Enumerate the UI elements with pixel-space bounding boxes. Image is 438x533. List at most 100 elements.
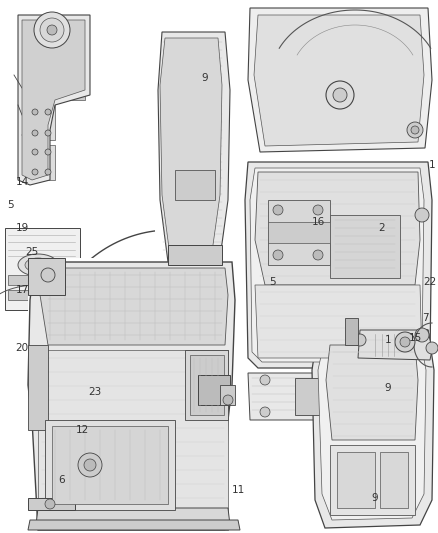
Circle shape	[333, 88, 347, 102]
Circle shape	[313, 205, 323, 215]
Circle shape	[345, 375, 355, 385]
Circle shape	[415, 328, 429, 342]
Polygon shape	[254, 15, 424, 146]
Polygon shape	[242, 158, 436, 368]
Polygon shape	[245, 162, 432, 368]
Polygon shape	[18, 15, 90, 185]
Text: 1: 1	[429, 160, 435, 170]
Circle shape	[426, 342, 438, 354]
Text: 9: 9	[385, 383, 391, 393]
Polygon shape	[337, 452, 375, 508]
Polygon shape	[36, 508, 230, 525]
Polygon shape	[175, 170, 215, 200]
Text: 23: 23	[88, 387, 102, 397]
Polygon shape	[28, 262, 235, 530]
Polygon shape	[28, 520, 240, 530]
Polygon shape	[28, 105, 55, 140]
Text: 9: 9	[372, 493, 378, 503]
Circle shape	[78, 453, 102, 477]
Polygon shape	[38, 350, 228, 530]
Text: 9: 9	[201, 73, 208, 83]
Polygon shape	[45, 420, 175, 510]
Polygon shape	[190, 355, 224, 415]
Circle shape	[45, 149, 51, 155]
Polygon shape	[250, 168, 424, 362]
Text: 16: 16	[311, 217, 325, 227]
Text: 17: 17	[15, 285, 28, 295]
Polygon shape	[380, 452, 408, 508]
Polygon shape	[255, 285, 422, 358]
Polygon shape	[255, 172, 420, 285]
Polygon shape	[318, 338, 426, 520]
Circle shape	[400, 337, 410, 347]
Text: 20: 20	[15, 343, 28, 353]
Polygon shape	[326, 345, 418, 440]
Polygon shape	[28, 258, 65, 295]
Circle shape	[41, 268, 55, 282]
Polygon shape	[5, 228, 80, 310]
Polygon shape	[295, 378, 330, 415]
Text: 2: 2	[379, 223, 385, 233]
Polygon shape	[345, 318, 358, 345]
Polygon shape	[312, 330, 434, 528]
Circle shape	[273, 250, 283, 260]
Circle shape	[34, 12, 70, 48]
Ellipse shape	[18, 254, 58, 276]
Polygon shape	[330, 445, 415, 515]
Circle shape	[273, 205, 283, 215]
Circle shape	[47, 25, 57, 35]
Polygon shape	[22, 20, 85, 180]
Polygon shape	[242, 2, 436, 155]
Polygon shape	[40, 268, 228, 345]
Text: 14: 14	[15, 177, 28, 187]
Polygon shape	[198, 375, 230, 405]
Circle shape	[45, 109, 51, 115]
Polygon shape	[358, 330, 432, 360]
Polygon shape	[155, 28, 235, 268]
Circle shape	[345, 407, 355, 417]
Polygon shape	[22, 90, 50, 100]
Polygon shape	[28, 345, 48, 430]
Circle shape	[185, 250, 195, 260]
Polygon shape	[242, 368, 390, 425]
Polygon shape	[180, 248, 200, 254]
Circle shape	[40, 18, 64, 42]
Circle shape	[313, 250, 323, 260]
Polygon shape	[8, 275, 30, 285]
Circle shape	[411, 126, 419, 134]
Polygon shape	[2, 220, 120, 315]
Polygon shape	[330, 215, 400, 278]
Circle shape	[260, 407, 270, 417]
Circle shape	[354, 334, 366, 346]
Polygon shape	[248, 373, 382, 420]
Ellipse shape	[25, 258, 51, 272]
Circle shape	[415, 208, 429, 222]
Circle shape	[326, 81, 354, 109]
Polygon shape	[28, 258, 238, 530]
Polygon shape	[185, 350, 228, 420]
Text: 7: 7	[422, 313, 428, 323]
Circle shape	[260, 375, 270, 385]
Polygon shape	[268, 200, 330, 265]
Circle shape	[45, 499, 55, 509]
Polygon shape	[268, 222, 330, 243]
Text: 12: 12	[75, 425, 88, 435]
Text: 22: 22	[424, 277, 437, 287]
Circle shape	[45, 169, 51, 175]
Circle shape	[32, 130, 38, 136]
Polygon shape	[55, 90, 85, 100]
Text: 19: 19	[15, 223, 28, 233]
Polygon shape	[8, 290, 55, 300]
Polygon shape	[220, 385, 235, 405]
Circle shape	[45, 130, 51, 136]
Polygon shape	[5, 5, 100, 210]
Polygon shape	[52, 426, 168, 504]
Text: 5: 5	[268, 277, 276, 287]
Circle shape	[32, 169, 38, 175]
Text: 25: 25	[25, 247, 39, 257]
Polygon shape	[160, 38, 222, 256]
Circle shape	[32, 109, 38, 115]
Circle shape	[223, 395, 233, 405]
Polygon shape	[248, 8, 432, 152]
Polygon shape	[168, 245, 222, 265]
